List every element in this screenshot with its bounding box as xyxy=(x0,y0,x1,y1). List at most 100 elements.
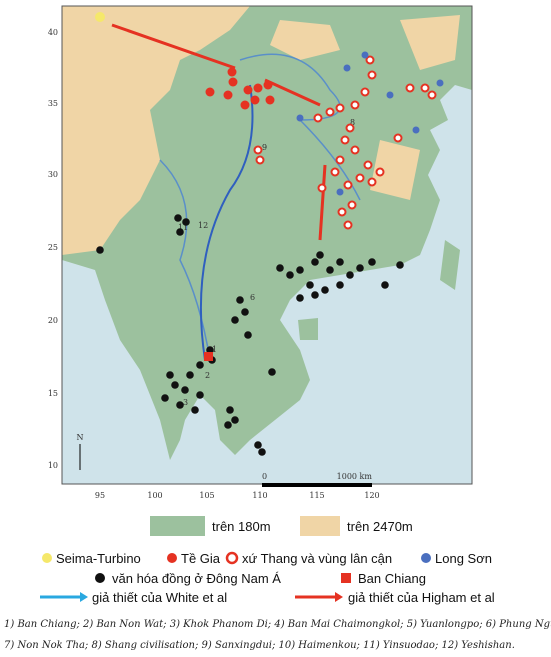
bronze-site xyxy=(96,246,104,254)
longshan-site xyxy=(336,188,344,196)
shang-site xyxy=(313,113,323,123)
legend-text: Long Sơn xyxy=(435,551,492,566)
shang-site xyxy=(350,100,360,110)
high-land xyxy=(270,15,460,200)
bronze-site xyxy=(326,266,334,274)
bronze-site xyxy=(231,316,239,324)
shang-site xyxy=(375,167,385,177)
bronze-site xyxy=(268,368,276,376)
bronze-site xyxy=(161,394,169,402)
shang-site xyxy=(345,123,355,133)
white-route xyxy=(199,84,254,361)
legend-marker xyxy=(42,553,52,563)
shang-site xyxy=(325,107,335,117)
shang-site xyxy=(255,155,265,165)
lat-label: 25 xyxy=(48,243,58,252)
bronze-site xyxy=(171,381,179,389)
seima-site xyxy=(95,12,105,22)
site-number: 6 xyxy=(250,293,255,302)
legend-swatch xyxy=(300,516,340,536)
bronze-site xyxy=(396,261,404,269)
higham-route xyxy=(111,23,327,241)
legend-text: trên 180m xyxy=(212,519,271,534)
bronze-site xyxy=(244,331,252,339)
bronze-site xyxy=(368,258,376,266)
bronze-site xyxy=(286,271,294,279)
shang-site xyxy=(335,103,345,113)
longshan-site xyxy=(386,91,394,99)
shang-site xyxy=(330,167,340,177)
bronze-site xyxy=(311,258,319,266)
lon-label: 105 xyxy=(199,491,214,500)
site-number: 8 xyxy=(350,118,355,127)
lon-label: 100 xyxy=(147,491,162,500)
longshan-site xyxy=(412,126,420,134)
bronze-site xyxy=(176,228,184,236)
shang-site xyxy=(367,70,377,80)
north-label: N xyxy=(77,433,84,442)
qijia-site xyxy=(265,95,275,105)
lat-label: 35 xyxy=(48,99,58,108)
qijia-site xyxy=(263,80,273,90)
bronze-site xyxy=(196,391,204,399)
legend-text: trên 2470m xyxy=(347,519,413,534)
qijia-site xyxy=(228,77,238,87)
bronze-site xyxy=(191,406,199,414)
site-number: 3 xyxy=(183,398,188,407)
legend-marker xyxy=(95,573,105,583)
shang-site xyxy=(355,173,365,183)
scale-bar xyxy=(262,483,372,487)
legend-text: xứ Thang và vùng lân cận xyxy=(242,551,392,566)
high-land xyxy=(62,6,250,255)
bronze-site xyxy=(276,264,284,272)
lon-label: 110 xyxy=(252,491,267,500)
bronze-site xyxy=(336,281,344,289)
bronze-site xyxy=(254,441,262,449)
site-number: 2 xyxy=(205,371,210,380)
bronze-site xyxy=(316,251,324,259)
bronze-site xyxy=(231,416,239,424)
legend-text: giả thiết của Higham et al xyxy=(348,590,495,605)
shang-site xyxy=(340,135,350,145)
legend-text: Seima-Turbino xyxy=(56,551,141,566)
shang-site xyxy=(347,200,357,210)
shang-site xyxy=(335,155,345,165)
qijia-site xyxy=(250,95,260,105)
bronze-site xyxy=(296,266,304,274)
lon-label: 95 xyxy=(95,491,105,500)
qijia-site xyxy=(253,83,263,93)
longshan-site xyxy=(343,64,351,72)
bronze-site xyxy=(258,448,266,456)
land xyxy=(62,6,472,460)
lat-label: 30 xyxy=(48,170,58,179)
legend-marker xyxy=(341,573,351,583)
bronze-site xyxy=(206,346,214,354)
legend-text: văn hóa đồng ở Đông Nam Á xyxy=(112,571,281,586)
site-number: 12 xyxy=(198,221,208,230)
legend-swatch xyxy=(150,516,205,536)
ban-chiang-site xyxy=(204,352,213,361)
bronze-site xyxy=(336,258,344,266)
legend-marker xyxy=(167,553,177,563)
qijia-site xyxy=(240,100,250,110)
bronze-site xyxy=(196,361,204,369)
scale-label: 1000 km xyxy=(337,472,373,481)
shang-site xyxy=(363,160,373,170)
site-number: 1 xyxy=(212,345,217,354)
lon-label: 115 xyxy=(309,491,324,500)
bronze-site xyxy=(356,264,364,272)
lon-label: 120 xyxy=(364,491,379,500)
legend-arrow xyxy=(80,592,88,602)
qijia-site xyxy=(243,85,253,95)
shang-site xyxy=(393,133,403,143)
site-number: 9 xyxy=(262,143,267,152)
site-number: 11 xyxy=(178,223,188,232)
legend-text: Tề Gia xyxy=(181,551,221,566)
bronze-site xyxy=(306,281,314,289)
bronze-site xyxy=(181,386,189,394)
bronze-site xyxy=(174,214,182,222)
legend-marker xyxy=(225,551,239,565)
shang-site xyxy=(360,87,370,97)
shang-site xyxy=(253,145,263,155)
